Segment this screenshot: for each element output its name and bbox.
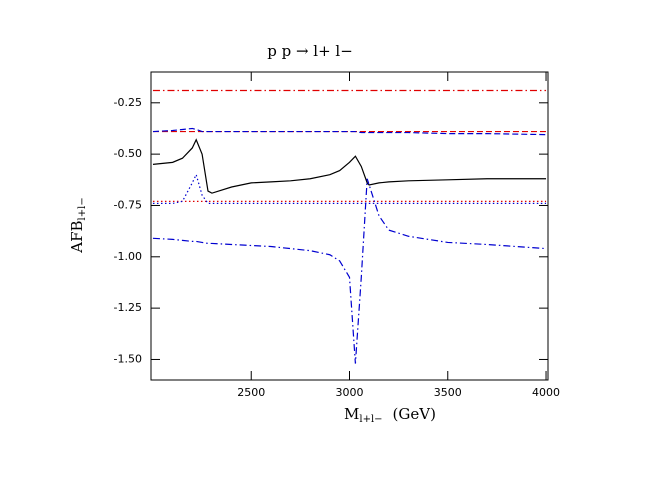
x-tick-label: 2500	[237, 386, 265, 399]
y-axis-label: AFBl+l−	[68, 197, 88, 253]
x-tick-label: 4000	[532, 386, 560, 399]
plot-frame	[150, 71, 549, 381]
series-line	[152, 178, 547, 364]
x-tick-label: 3500	[434, 386, 462, 399]
y-tick-label: -0.75	[114, 198, 142, 211]
x-label-sub: l+l−	[359, 414, 382, 425]
y-tick-label: -1.25	[114, 301, 142, 314]
y-tick-label: -1.00	[114, 250, 142, 263]
x-axis-label: Ml+l− (GeV)	[344, 405, 436, 425]
x-label-main: M	[344, 405, 359, 423]
y-tick-label: -0.50	[114, 147, 142, 160]
y-label-main: AFB	[68, 220, 86, 253]
y-tick-label: -1.50	[114, 352, 142, 365]
series-line	[152, 138, 547, 194]
chart-title: p p → l+ l−	[267, 42, 353, 60]
x-label-unit: (GeV)	[393, 405, 436, 423]
series-line	[152, 127, 547, 136]
y-tick-label: -0.25	[114, 96, 142, 109]
x-tick-label: 3000	[336, 386, 364, 399]
y-label-sub: l+l−	[77, 197, 88, 220]
